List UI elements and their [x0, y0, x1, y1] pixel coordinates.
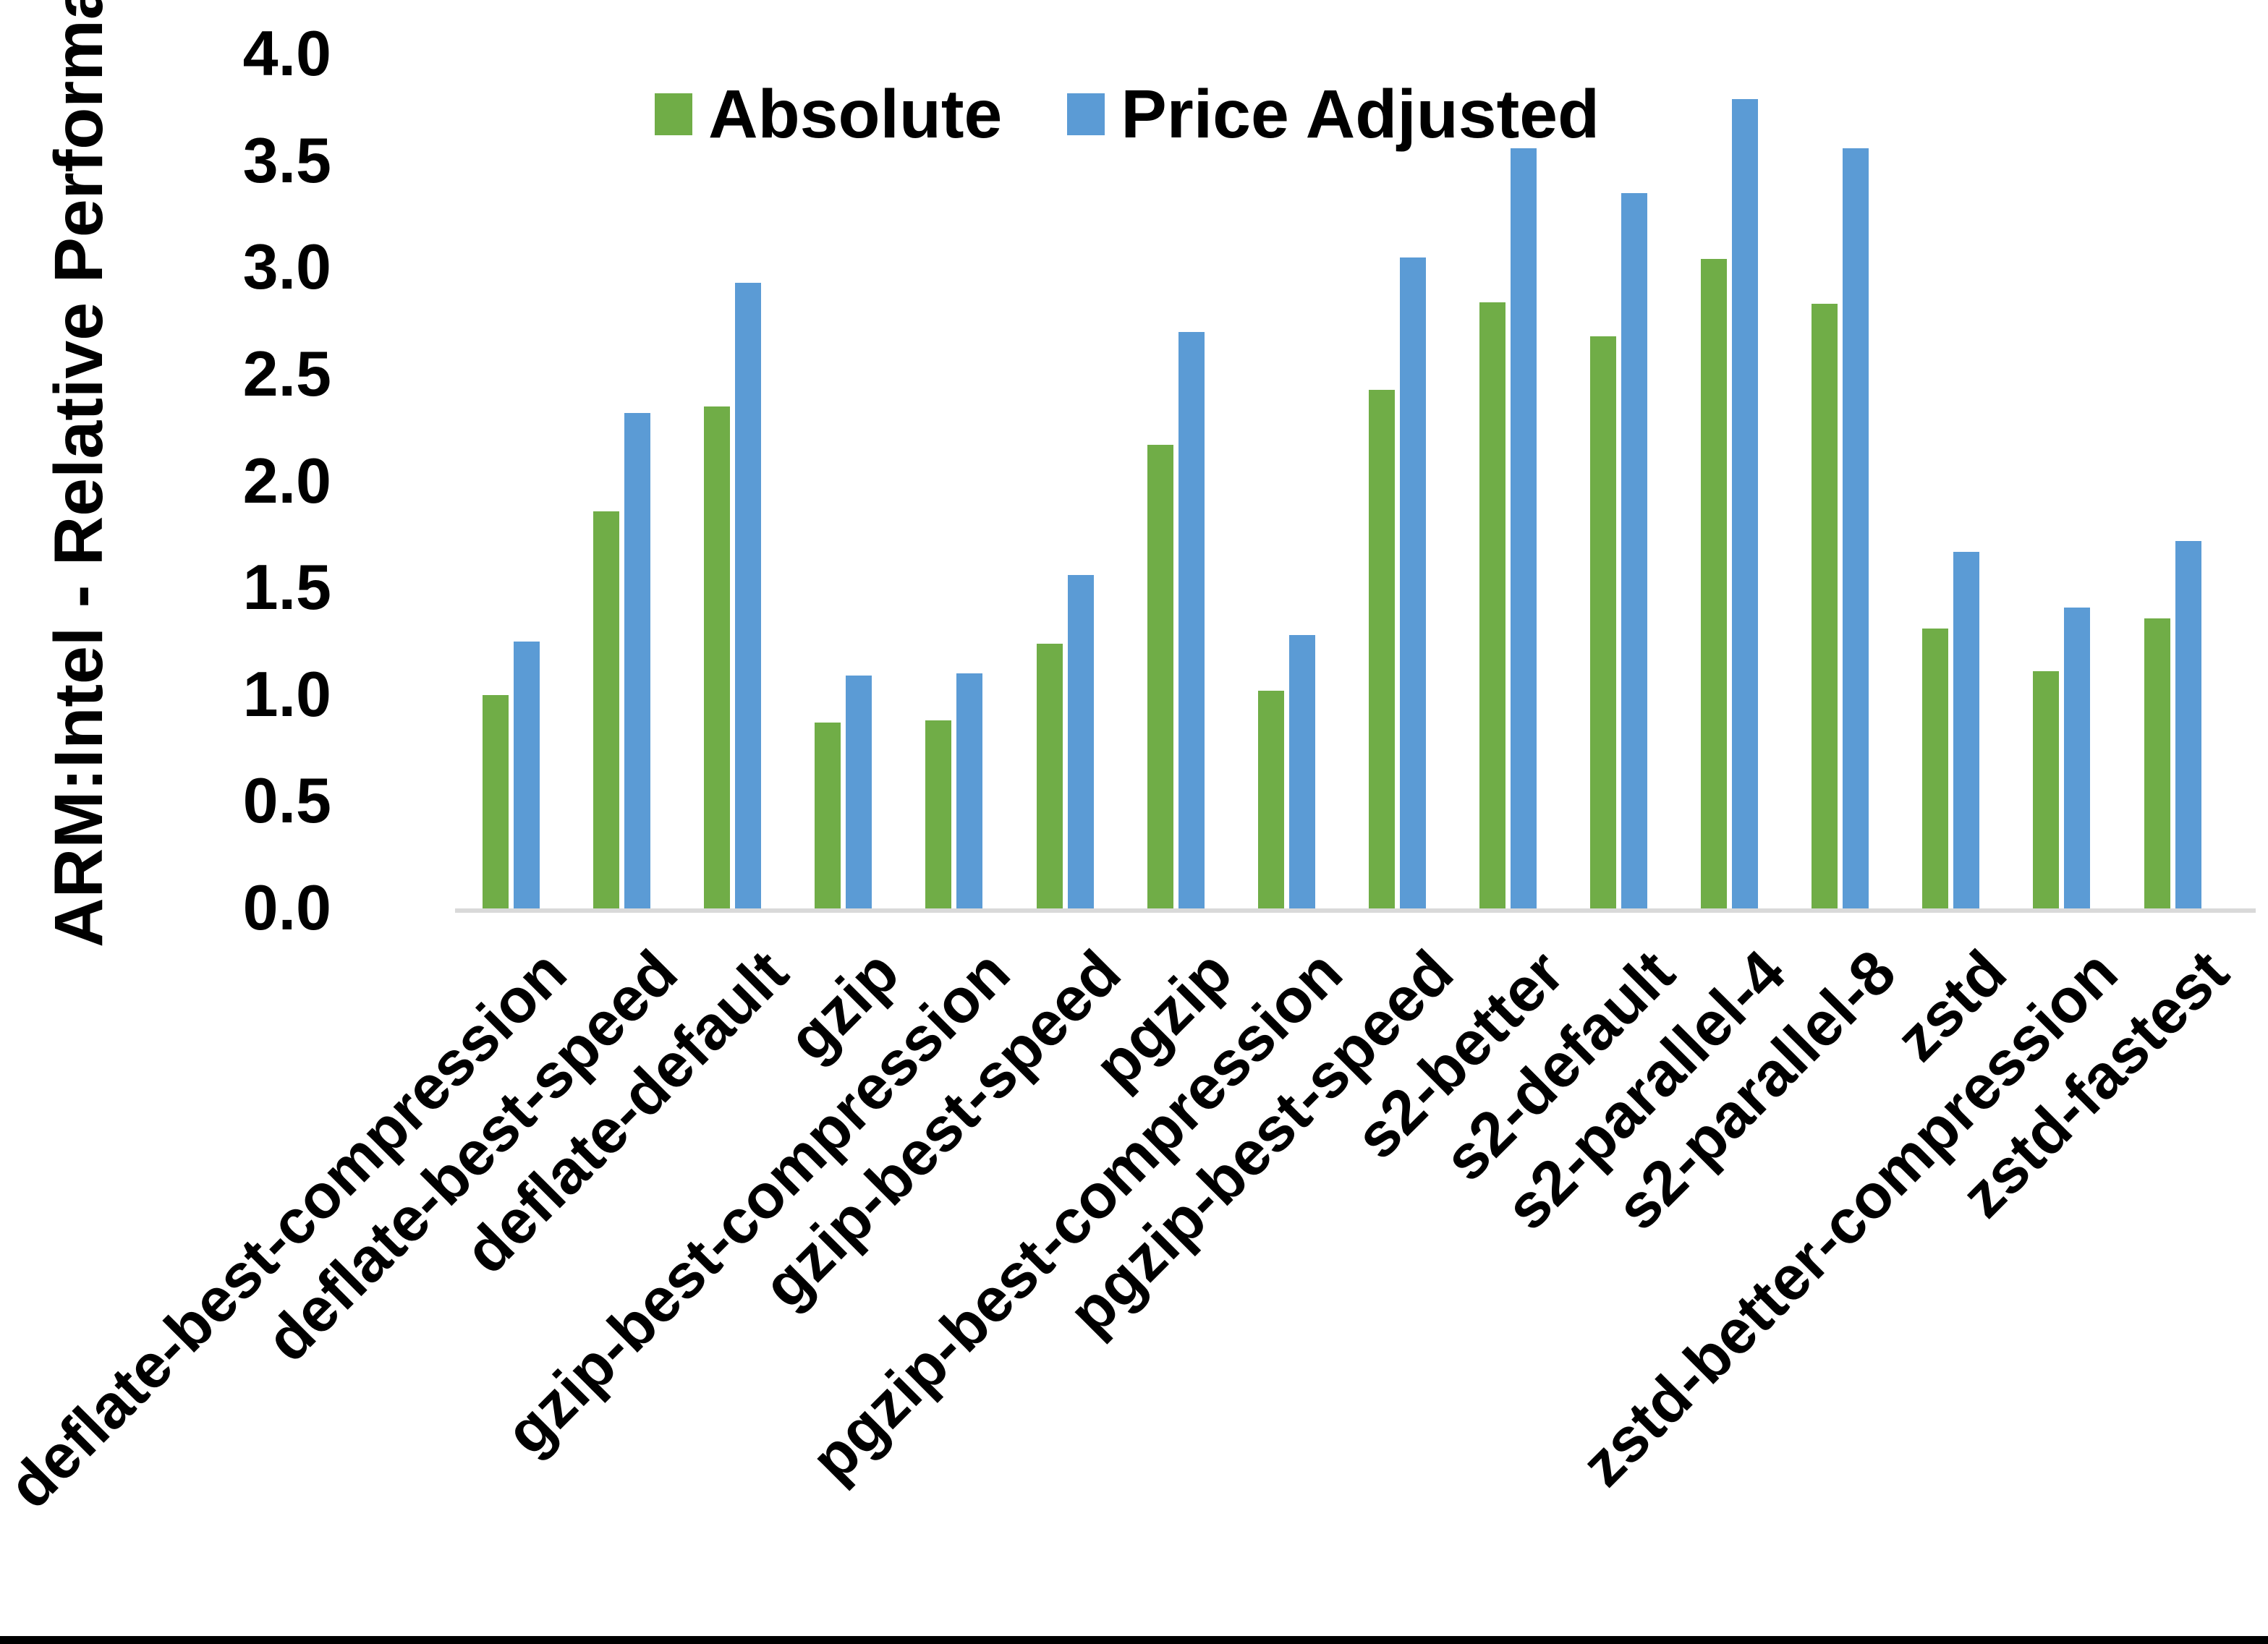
bar-price-adjusted-s2-better [1511, 148, 1537, 911]
legend-label-price-adjusted: Price Adjusted [1121, 75, 1600, 153]
bar-absolute-s2-parallel-4 [1701, 259, 1727, 911]
legend-label-absolute: Absolute [708, 75, 1003, 153]
bar-absolute-gzip-best-compression [925, 720, 951, 911]
y-tick-label: 1.5 [242, 550, 331, 623]
bar-absolute-deflate-best-speed [593, 511, 619, 911]
bar-absolute-zstd [1922, 629, 1948, 911]
bar-price-adjusted-pgzip [1178, 332, 1205, 911]
bar-price-adjusted-zstd-better-compression [2064, 608, 2090, 911]
bar-price-adjusted-s2-parallel-4 [1732, 99, 1758, 911]
bar-price-adjusted-deflate-best-speed [624, 413, 650, 911]
bar-absolute-s2-parallel-8 [1812, 304, 1838, 911]
bar-absolute-pgzip [1147, 445, 1173, 911]
y-tick-label: 4.0 [242, 17, 331, 89]
bar-absolute-pgzip-best-speed [1369, 390, 1395, 911]
bar-price-adjusted-pgzip-best-speed [1400, 257, 1426, 911]
y-tick-label: 0.5 [242, 764, 331, 836]
bar-price-adjusted-zstd [1953, 552, 1979, 911]
x-axis-baseline [455, 908, 2256, 913]
bar-price-adjusted-zstd-fastest [2175, 541, 2201, 911]
bar-absolute-deflate-default [704, 406, 730, 911]
bar-absolute-gzip-best-speed [1037, 644, 1063, 911]
bar-price-adjusted-gzip [846, 676, 872, 911]
chart-legend: Absolute Price Adjusted [655, 80, 1600, 148]
bar-absolute-deflate-best-compression [483, 695, 509, 911]
bar-absolute-zstd-better-compression [2033, 671, 2059, 911]
y-tick-label: 1.0 [242, 657, 331, 730]
y-tick-label: 3.5 [242, 124, 331, 196]
legend-swatch-price-adjusted [1067, 93, 1105, 135]
bar-absolute-gzip [815, 723, 841, 911]
bar-price-adjusted-deflate-best-compression [514, 642, 540, 911]
y-axis-title: ARM:Intel - Relative Performance [41, 0, 117, 947]
bottom-border [0, 1636, 2268, 1644]
bar-absolute-zstd-fastest [2144, 618, 2170, 911]
bar-price-adjusted-deflate-default [735, 283, 761, 911]
legend-swatch-absolute [655, 93, 692, 135]
y-tick-label: 0.0 [242, 871, 331, 943]
y-tick-label: 3.0 [242, 230, 331, 302]
y-tick-label: 2.5 [242, 337, 331, 409]
bar-absolute-s2-default [1590, 336, 1616, 911]
bar-price-adjusted-gzip-best-compression [956, 673, 982, 911]
bar-price-adjusted-s2-parallel-8 [1843, 148, 1869, 911]
y-tick-label: 2.0 [242, 444, 331, 516]
bar-absolute-s2-better [1479, 302, 1505, 911]
bar-price-adjusted-gzip-best-speed [1068, 575, 1094, 911]
bar-price-adjusted-pgzip-best-compression [1289, 635, 1315, 911]
bar-price-adjusted-s2-default [1621, 193, 1647, 911]
bar-absolute-pgzip-best-compression [1258, 691, 1284, 911]
